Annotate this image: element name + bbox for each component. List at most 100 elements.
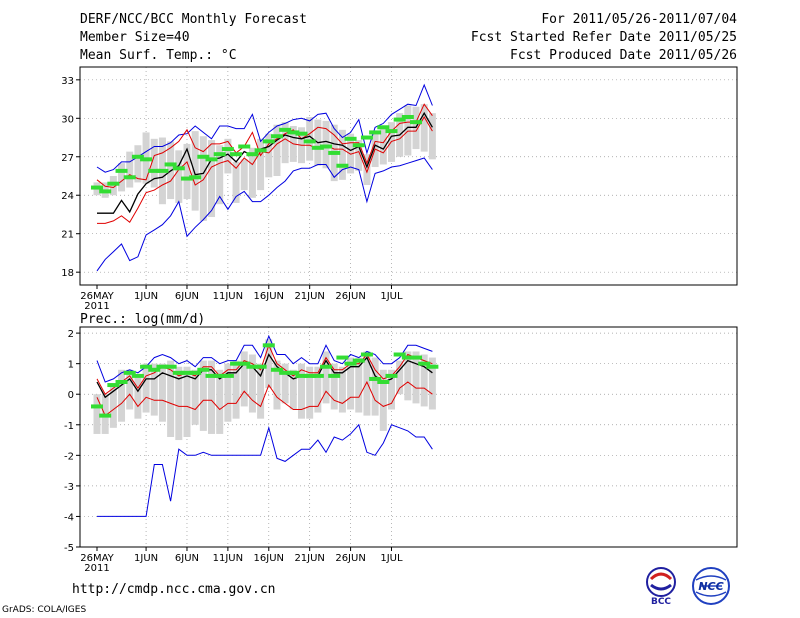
observed-marker [254,148,267,153]
observed-marker [393,117,406,122]
series-min-line [97,423,433,517]
observed-marker [279,127,292,132]
refer-date-label: Fcst Started Refer Date 2011/05/25 [470,30,737,45]
observed-marker [303,373,316,378]
observed-marker [270,367,283,372]
observed-marker [131,154,144,159]
observed-marker [197,367,210,372]
ensemble-box [404,105,412,156]
ensemble-box [199,360,207,431]
ensemble-box [150,138,158,188]
observed-marker [180,176,193,181]
panel-frame [79,326,738,548]
observed-marker [115,380,128,384]
ensemble-box [363,351,371,416]
y-tick-label: 1 [68,360,74,371]
y-tick-label: -2 [64,451,74,462]
observed-marker [123,370,136,375]
observed-marker [213,373,226,378]
ensemble-box [134,375,142,419]
observed-marker [320,364,333,369]
ensemble-box [322,351,330,404]
ensemble-box [387,369,395,410]
x-tick-label: 26MAY [80,553,114,564]
source-url[interactable]: http://cmdp.ncc.cma.gov.cn [72,582,276,597]
ensemble-box [134,145,142,183]
y-tick-label: -1 [64,421,74,432]
observed-marker [91,185,103,190]
observed-marker [336,163,349,168]
series-upper-line [96,343,433,395]
x-tick-label: 6JUN [175,291,199,302]
observed-marker [352,358,365,363]
observed-marker [156,168,169,173]
ensemble-box [216,369,224,434]
observed-marker [344,361,357,366]
x-tick-label: 11JUN [213,291,243,302]
x-tick-label: 21JUN [294,291,324,302]
ensemble-box [257,138,265,191]
ensemble-box [118,163,126,192]
ensemble-box [281,363,289,404]
ensemble-box [240,351,248,407]
ensemble-box [232,161,240,203]
ensemble-box [281,122,289,164]
observed-marker [369,130,382,135]
ensemble-box [330,363,338,410]
observed-marker [205,157,218,162]
observed-marker [164,162,177,167]
chart-title: DERF/NCC/BCC Monthly Forecast [80,12,307,27]
ensemble-box [265,339,273,389]
observed-marker [156,364,169,369]
ensemble-box [118,369,126,422]
ensemble-box [208,360,216,434]
observed-marker [238,144,251,149]
ensemble-box [208,140,216,218]
observed-marker [360,135,373,140]
observed-marker [311,373,324,378]
ensemble-box [412,351,420,404]
observed-marker [140,364,153,369]
ensemble-box [224,363,232,422]
observed-marker [320,144,333,149]
observed-marker [426,364,439,369]
observed-marker [344,136,357,141]
y-tick-label: -3 [64,482,74,493]
precip-variable-label: Prec.: log(mm/d) [80,312,206,327]
observed-marker [385,129,398,134]
produced-date-label: Fcst Produced Date 2011/05/26 [510,48,737,63]
observed-marker [221,147,234,152]
observed-marker [148,168,161,173]
series-mean-line [97,111,433,214]
temperature-panel: 18 21 24 27 30 33 26MAY 1JUN 6JUN 11JUN 16JUN 21JUN… [61,66,738,312]
observed-marker [230,152,243,157]
ensemble-box [265,133,273,178]
observed-marker [287,130,300,135]
observed-marker [238,361,251,366]
y-tick-label: 33 [61,76,74,87]
series-max-line [96,83,433,173]
ensemble-box [273,124,281,176]
forecast-period-label: For 2011/05/26-2011/07/04 [541,12,737,27]
observed-marker [401,355,414,360]
observed-marker [295,131,308,136]
observed-marker [140,157,153,162]
observed-marker [401,115,414,120]
observed-marker [270,134,283,139]
x-tick-label: 16JUN [254,553,284,564]
ensemble-box [347,357,355,410]
ensemble-box [232,360,240,419]
bcc-logo: BCC [646,567,676,606]
observed-marker [336,355,349,360]
observed-marker [328,373,341,378]
grads-credit: GrADS: COLA/IGES [2,605,87,615]
ensemble-box [257,363,265,419]
series-min-line [96,157,433,272]
x-year-label: 2011 [84,301,109,312]
x-tick-label: 11JUN [213,553,243,564]
ensemble-box [93,394,101,434]
ensemble-box [338,366,346,413]
observed-marker [311,145,324,150]
ensemble-box [371,357,379,416]
